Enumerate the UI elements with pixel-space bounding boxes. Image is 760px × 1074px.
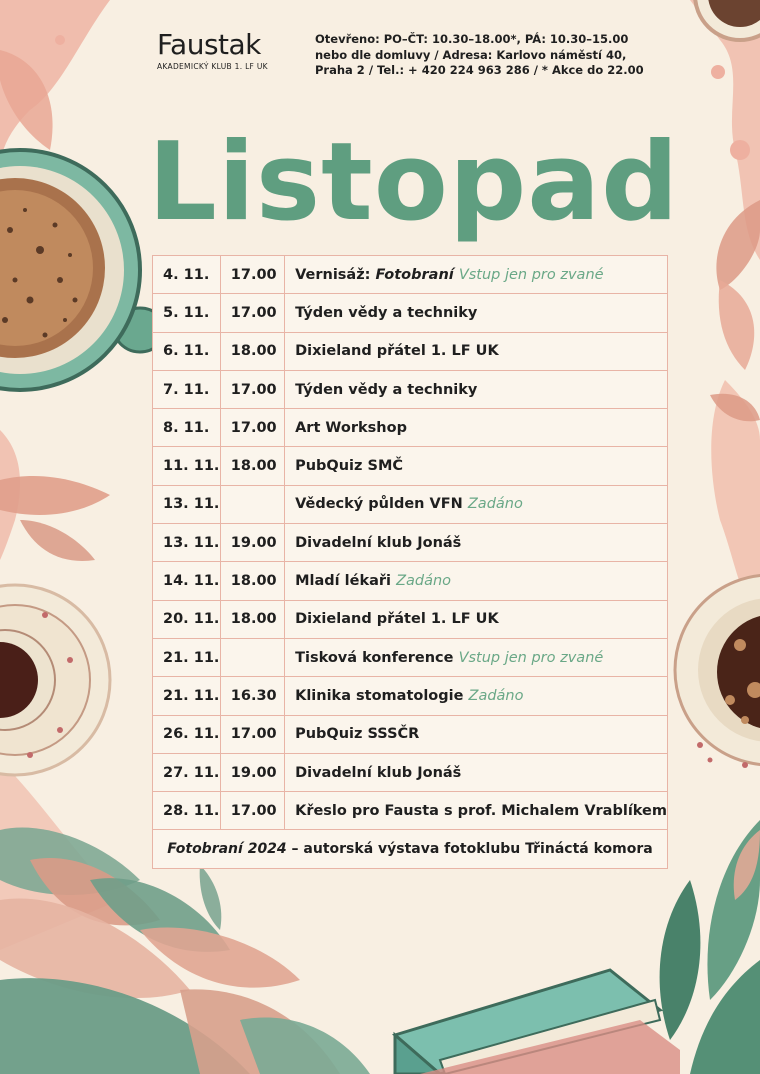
logo-name: Faustak (157, 28, 261, 61)
table-row: 28. 11. 17.00 Křeslo pro Fausta s prof. … (152, 791, 668, 831)
event-name: Křeslo pro Fausta s prof. Michalem Vrabl… (284, 791, 668, 831)
page-title: Listopad (148, 120, 680, 245)
event-name: Art Workshop (284, 408, 668, 448)
event-time: 19.00 (219, 523, 286, 563)
event-name-text: Tisková konference (295, 649, 454, 666)
opening-info: Otevřeno: PO–ČT: 10.30–18.00*, PÁ: 10.30… (315, 32, 645, 79)
table-row: 26. 11. 17.00 PubQuiz SSSČR (152, 714, 668, 754)
coffee-cup-right-icon (673, 574, 760, 768)
event-date: 6. 11. (152, 331, 221, 371)
event-date: 20. 11. (152, 599, 221, 639)
event-name: Týden vědy a techniky (284, 369, 668, 410)
event-time: 17.00 (219, 791, 286, 831)
info-line-1: Otevřeno: PO–ČT: 10.30–18.00*, PÁ: 10.30… (315, 32, 629, 46)
event-name-text: Vědecký půlden VFN (295, 496, 463, 513)
cup-top-right-icon (693, 0, 760, 42)
event-time: 16.30 (219, 676, 286, 716)
event-name: PubQuiz SSSČR (284, 714, 668, 754)
exhibition-description: – autorská výstava fotoklubu Třináctá ko… (286, 841, 653, 858)
event-name: Mladí lékaři Zadáno (284, 561, 668, 601)
event-note: Vstup jen pro zvané (458, 649, 604, 666)
book-icon (391, 968, 680, 1074)
event-date: 11. 11. (152, 446, 221, 486)
event-date: 13. 11. (152, 523, 221, 563)
table-row: 4. 11. 17.00 Vernisáž: Fotobraní Vstup j… (152, 254, 668, 295)
event-note: Zadáno (396, 573, 452, 590)
event-name: Vernisáž: Fotobraní Vstup jen pro zvané (284, 254, 668, 295)
event-note: Zadáno (468, 687, 524, 704)
event-date: 21. 11. (152, 676, 221, 716)
event-name: Týden vědy a techniky (284, 293, 668, 333)
event-date: 8. 11. (152, 408, 221, 448)
table-row: 11. 11. 18.00 PubQuiz SMČ (152, 446, 668, 486)
table-row: 13. 11. 19.00 Divadelní klub Jonáš (152, 523, 668, 563)
table-row: 21. 11. 16.30 Klinika stomatologie Zadán… (152, 676, 668, 716)
event-name: PubQuiz SMČ (284, 446, 668, 486)
table-row: 21. 11. Tisková konference Vstup jen pro… (152, 637, 668, 678)
table-row: 14. 11. 18.00 Mladí lékaři Zadáno (152, 561, 668, 601)
event-name-text: Klinika stomatologie (295, 687, 464, 704)
coffee-cup-left-icon (0, 148, 167, 392)
event-date: 14. 11. (152, 561, 221, 601)
event-time: 17.00 (219, 254, 286, 295)
event-time: 18.00 (219, 331, 286, 371)
event-time: 18.00 (219, 561, 286, 601)
event-name-text: Mladí lékaři (295, 573, 392, 590)
logo: Faustak AKADEMICKÝ KLUB 1. LF UK (157, 28, 287, 72)
event-name: Divadelní klub Jonáš (284, 752, 668, 793)
event-date: 28. 11. (152, 791, 221, 831)
event-date: 26. 11. (152, 714, 221, 754)
event-name: Vědecký půlden VFN Zadáno (284, 484, 668, 525)
table-row: 5. 11. 17.00 Týden vědy a techniky (152, 293, 668, 333)
event-time (219, 637, 286, 678)
exhibition-note: Fotobraní 2024 – autorská výstava fotokl… (152, 829, 668, 869)
info-line-3: Praha 2 / Tel.: + 420 224 963 286 / * Ak… (315, 63, 644, 77)
footer-row: Fotobraní 2024 – autorská výstava fotokl… (152, 829, 668, 869)
info-line-2: nebo dle domluvy / Adresa: Karlovo náměs… (315, 47, 627, 62)
table-row: 6. 11. 18.00 Dixieland přátel 1. LF UK (152, 331, 668, 371)
event-time: 19.00 (219, 752, 286, 793)
exhibition-title: Fotobraní 2024 (167, 841, 287, 858)
event-note: Zadáno (467, 496, 523, 513)
event-name: Klinika stomatologie Zadáno (284, 676, 668, 716)
table-row: 7. 11. 17.00 Týden vědy a techniky (152, 369, 668, 410)
event-date: 5. 11. (152, 293, 221, 333)
event-date: 21. 11. (152, 637, 221, 678)
event-date: 27. 11. (152, 752, 221, 793)
event-note: Vstup jen pro zvané (458, 266, 604, 283)
table-row: 13. 11. Vědecký půlden VFN Zadáno (152, 484, 668, 525)
table-row: 8. 11. 17.00 Art Workshop (152, 408, 668, 448)
event-time: 17.00 (219, 293, 286, 333)
event-name-prefix: Vernisáž: (295, 266, 376, 283)
event-date: 13. 11. (152, 484, 221, 525)
table-row: 20. 11. 18.00 Dixieland přátel 1. LF UK (152, 599, 668, 639)
event-name: Divadelní klub Jonáš (284, 523, 668, 563)
coffee-cup-saucer-left-icon (0, 583, 112, 777)
event-name: Dixieland přátel 1. LF UK (284, 331, 668, 371)
event-time: 17.00 (219, 714, 286, 754)
event-name-italic: Fotobraní (375, 266, 454, 283)
event-time (219, 484, 286, 525)
event-time: 18.00 (219, 446, 286, 486)
event-date: 7. 11. (152, 369, 221, 410)
event-time: 17.00 (219, 369, 286, 410)
logo-subtitle: AKADEMICKÝ KLUB 1. LF UK (157, 62, 268, 71)
event-date: 4. 11. (152, 254, 221, 295)
event-name: Dixieland přátel 1. LF UK (284, 599, 668, 639)
event-time: 17.00 (219, 408, 286, 448)
event-name: Tisková konference Vstup jen pro zvané (284, 637, 668, 678)
event-time: 18.00 (219, 599, 286, 639)
table-row: 27. 11. 19.00 Divadelní klub Jonáš (152, 752, 668, 793)
event-schedule-table: 4. 11. 17.00 Vernisáž: Fotobraní Vstup j… (152, 254, 668, 869)
